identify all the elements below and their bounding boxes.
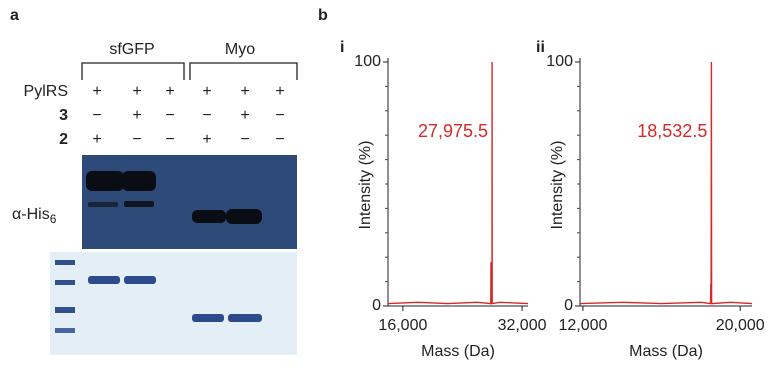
band bbox=[88, 276, 120, 284]
band bbox=[88, 202, 118, 207]
figure: a sfGFP Myo α-His6 b PylRS + + + + + +3 − + − − + − 2… bbox=[0, 0, 777, 375]
y-tick-label: 0 bbox=[564, 297, 573, 314]
x-tick-label: 32,000 bbox=[498, 317, 547, 334]
sign: + bbox=[92, 83, 101, 100]
band bbox=[192, 314, 224, 322]
band bbox=[122, 171, 156, 191]
x-axis-label: Mass (Da) bbox=[421, 343, 495, 360]
spectrum bbox=[580, 62, 752, 304]
sign: − bbox=[92, 107, 101, 124]
blot-label-sub: 6 bbox=[50, 212, 57, 226]
sign: + bbox=[202, 131, 211, 148]
row-label: 2 bbox=[59, 131, 68, 148]
sign: + bbox=[92, 131, 101, 148]
sign: − bbox=[132, 131, 141, 148]
sub-panel-label: i bbox=[340, 39, 344, 56]
gel bbox=[50, 252, 297, 355]
sign: + bbox=[132, 107, 141, 124]
y-axis-label: Intensity (%) bbox=[357, 141, 374, 230]
x-tick-label: 12,000 bbox=[558, 317, 607, 334]
sign: + bbox=[165, 83, 174, 100]
sign: − bbox=[240, 131, 249, 148]
group-label: sfGFP bbox=[109, 41, 154, 58]
sign: − bbox=[202, 107, 211, 124]
band bbox=[192, 210, 226, 223]
ladder-band bbox=[55, 260, 75, 265]
y-tick-label: 100 bbox=[546, 53, 573, 70]
band bbox=[86, 171, 124, 191]
y-axis-label: Intensity (%) bbox=[549, 141, 566, 230]
band bbox=[124, 201, 154, 207]
x-tick-label: 20,000 bbox=[716, 317, 765, 334]
group-label: Myo bbox=[225, 41, 255, 58]
band bbox=[124, 276, 156, 284]
sign: − bbox=[275, 107, 284, 124]
sub-panel-label: ii bbox=[536, 39, 545, 56]
y-tick-label: 0 bbox=[372, 297, 381, 314]
peak-annotation: 27,975.5 bbox=[418, 121, 488, 141]
blot-label: α-His6 bbox=[12, 206, 57, 226]
band bbox=[228, 314, 262, 322]
sign: − bbox=[275, 131, 284, 148]
peak-annotation: 18,532.5 bbox=[637, 121, 707, 141]
sign: + bbox=[132, 83, 141, 100]
sign: − bbox=[165, 131, 174, 148]
row-label: PylRS bbox=[24, 83, 68, 100]
row-label: 3 bbox=[59, 107, 68, 124]
sign: + bbox=[240, 83, 249, 100]
x-tick-label: 16,000 bbox=[378, 317, 427, 334]
x-axis-label: Mass (Da) bbox=[629, 343, 703, 360]
ladder-band bbox=[55, 328, 75, 333]
blot-label-main: α-His bbox=[12, 206, 50, 223]
sign: + bbox=[275, 83, 284, 100]
sign: − bbox=[165, 107, 174, 124]
sign: + bbox=[202, 83, 211, 100]
panel-label: a bbox=[10, 7, 19, 24]
ladder-band bbox=[55, 307, 75, 313]
panel-label: b bbox=[318, 7, 328, 24]
sign: + bbox=[240, 107, 249, 124]
y-tick-label: 100 bbox=[354, 53, 381, 70]
spectrum bbox=[388, 62, 528, 304]
ladder-band bbox=[55, 280, 75, 285]
group-bracket bbox=[82, 63, 297, 80]
band bbox=[226, 209, 262, 224]
